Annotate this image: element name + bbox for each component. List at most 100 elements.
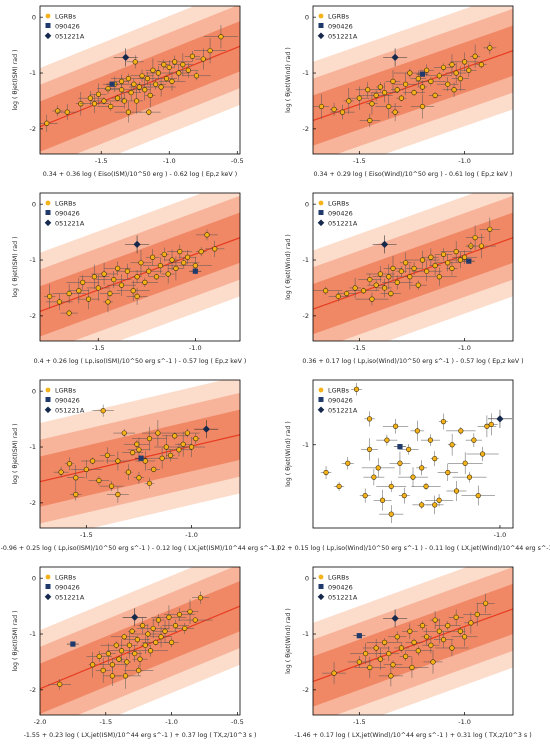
lgrb-point [163, 444, 169, 450]
legend-label: 090426 [55, 209, 80, 217]
plot-area [313, 567, 513, 715]
lgrb-point [173, 265, 179, 271]
lgrb-point [381, 639, 388, 645]
plot-frame [312, 379, 514, 529]
lgrb-point [91, 274, 97, 280]
lgrb-point [407, 70, 413, 76]
lgrb-point [484, 423, 490, 429]
lgrb-point [146, 109, 152, 115]
legend: LGRBs 090426 051221A [317, 573, 358, 601]
lgrb-point [83, 466, 89, 472]
lgrb-point [207, 48, 213, 54]
x-axis-label: 0.34 + 0.36 log ( Eiso(ISM)/10^50 erg ) … [43, 171, 237, 178]
lgrb-point [150, 625, 156, 632]
legend-090426-marker [318, 23, 324, 28]
lgrb-point [445, 81, 451, 87]
lgrb-point [145, 631, 151, 637]
chart-panel-8: -1.5 -1.0 -2 -1 0 -1.46 + 0.17 log ( LX,jet(W… [285, 566, 532, 739]
lgrb-point [419, 465, 425, 471]
legend-051221a-marker [317, 406, 325, 414]
y-tick-label: -1 [303, 69, 309, 77]
lgrb-point [419, 84, 426, 90]
lgrb-point [449, 442, 455, 448]
lgrb-point [47, 293, 53, 299]
lgrb-point [415, 76, 421, 82]
lgrb-point [57, 681, 63, 687]
plot-frame [312, 566, 514, 716]
x-tick-label: -1.5 [353, 718, 366, 726]
legend-label: 051221A [55, 219, 85, 227]
lgrb-point [137, 656, 143, 662]
lgrb-point [140, 623, 146, 629]
lgrb-point [142, 87, 148, 93]
plot-frame [39, 5, 241, 155]
lgrb-point [457, 628, 463, 634]
lgrb-point [346, 98, 352, 104]
grb-051221a-point [131, 613, 139, 621]
x-axis-label: -0.96 + 0.25 log ( Lp,iso(ISM)/10^50 erg… [1, 545, 280, 552]
legend-lgrb-marker [45, 200, 51, 206]
lgrb-point [180, 62, 186, 68]
lgrb-point [415, 648, 421, 654]
lgrb-point [168, 639, 175, 645]
legend-label: 090426 [55, 396, 80, 404]
lgrb-point [430, 659, 436, 665]
legend-label: LGRBs [55, 199, 77, 207]
lgrb-point [335, 293, 341, 299]
lgrb-point [134, 637, 140, 643]
lgrb-point [142, 458, 148, 464]
lgrb-point [423, 483, 429, 489]
lgrb-point [158, 84, 164, 90]
lgrb-point [401, 493, 407, 499]
lgrb-point [125, 76, 132, 82]
y-tick-label: 0 [32, 13, 36, 21]
lgrb-point [436, 628, 442, 634]
legend-label: LGRBs [55, 386, 77, 394]
x-tick-label: -1.5 [99, 718, 112, 726]
plot-area [40, 380, 240, 528]
lgrb-point [155, 70, 161, 76]
y-axis-label: log ( θjet(Wind) rad ) [285, 47, 292, 113]
lgrb-point [159, 455, 165, 461]
lgrb-point [365, 87, 371, 93]
legend-label: 090426 [328, 583, 353, 591]
lgrb-point [108, 483, 115, 489]
lgrb-point [107, 290, 113, 297]
lgrb-point [157, 263, 163, 269]
x-tick-label: -1.0 [185, 531, 198, 539]
legend-label: 090426 [328, 396, 353, 404]
lgrb-point [440, 637, 447, 643]
lgrb-point [176, 611, 183, 618]
lgrb-point [101, 98, 107, 104]
grb-051221a-point [380, 240, 389, 248]
lgrb-point [118, 282, 125, 288]
plot-frame [312, 192, 514, 342]
lgrb-point [336, 483, 342, 489]
lgrb-point [172, 59, 178, 65]
y-tick-label: 0 [32, 200, 36, 208]
lgrb-point [449, 265, 455, 271]
lgrb-point [479, 451, 486, 457]
lgrb-point [147, 92, 153, 98]
lgrb-point [414, 428, 420, 434]
legend-090426-marker [45, 210, 51, 215]
y-tick-label: -2 [303, 125, 309, 133]
x-axis-label: -1.02 + 0.15 log ( Lp,iso(Wind)/10^50 er… [269, 545, 550, 552]
lgrb-point [66, 461, 73, 467]
y-tick-label: -2 [30, 312, 36, 320]
grb-090426-point [109, 81, 115, 87]
chart-panel-4: -1.5 -1.0 -2 -1 0 0.36 + 0.17 log ( Lp,iso(Wi… [285, 192, 524, 365]
y-tick-label: -2 [30, 499, 36, 507]
lgrb-point [155, 430, 161, 436]
legend-label: 051221A [328, 32, 358, 40]
lgrb-point [176, 447, 182, 453]
lgrb-point [55, 108, 61, 114]
y-tick-label: 0 [32, 387, 36, 395]
chart-panel-6: -1.0 -1 -1.02 + 0.15 log ( Lp,iso(Wind)/10… [269, 379, 550, 552]
legend-090426-marker [318, 584, 324, 589]
x-tick-label: -1.0 [165, 718, 178, 726]
legend-051221a-marker [44, 406, 52, 414]
legend-label: LGRBs [55, 573, 77, 581]
lgrb-point [90, 662, 96, 668]
lgrb-point [331, 106, 337, 112]
